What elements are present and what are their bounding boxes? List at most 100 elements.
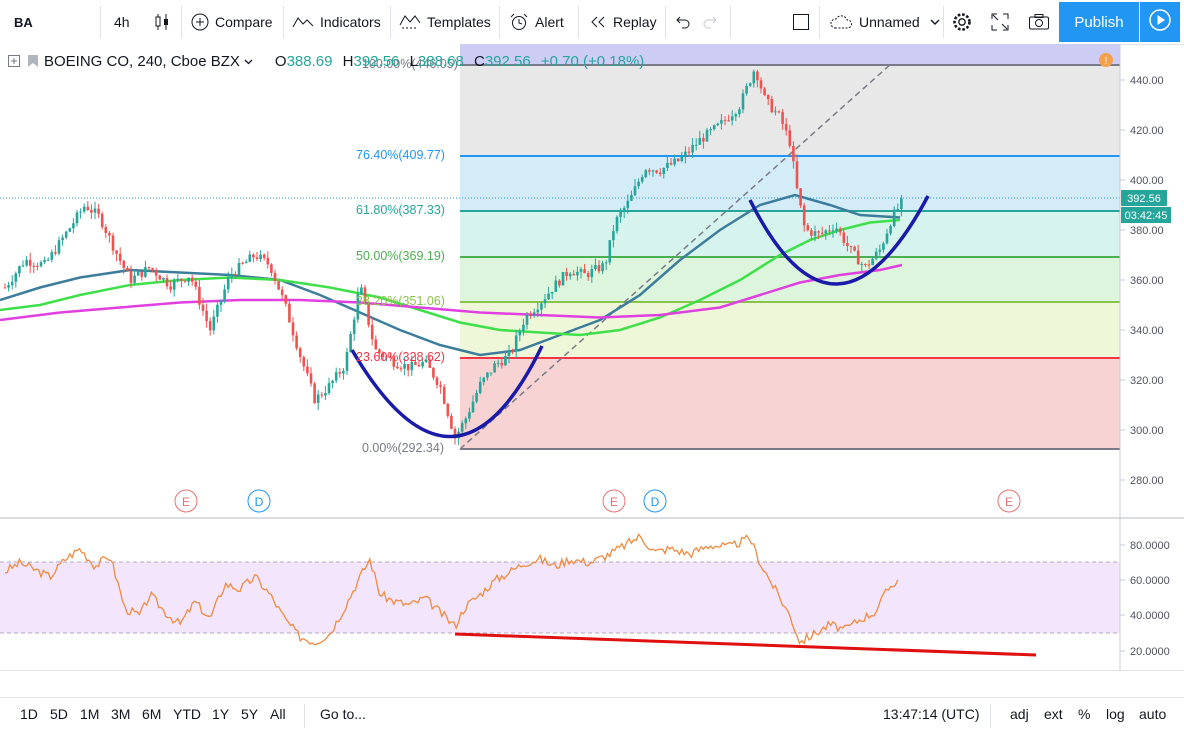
candle-body [424, 359, 428, 362]
templates-label: Templates [427, 14, 491, 30]
range-5d-button[interactable]: 5D [50, 706, 68, 722]
redo-icon [702, 13, 720, 31]
goto-button[interactable]: Go to... [320, 706, 366, 722]
candle-body [550, 291, 554, 294]
event-marker[interactable] [174, 489, 198, 513]
price-tick-label: 380.00 [1130, 225, 1164, 237]
range-3m-button[interactable]: 3M [111, 706, 131, 722]
candle-body [176, 278, 180, 281]
range-5y-button[interactable]: 5Y [241, 706, 259, 722]
candle-body [208, 321, 212, 331]
candle-body [147, 267, 151, 269]
rsi-divergence-line[interactable] [454, 632, 1037, 657]
layout-name-dropdown[interactable]: Unnamed [829, 6, 940, 38]
candle-body [331, 380, 334, 384]
top-toolbar: BA 4h Compare Indicators Templates Alert… [0, 0, 1184, 45]
expand-icon[interactable] [8, 55, 20, 67]
candle-body [514, 335, 518, 352]
event-marker-label: D [255, 495, 264, 509]
chart-legend[interactable]: BOEING CO, 240, Cboe BZX O388.69 H392.56… [8, 50, 650, 72]
candle-body [360, 287, 363, 295]
candle-body [252, 254, 255, 258]
clock-text[interactable]: 13:47:14 (UTC) [883, 706, 980, 722]
event-marker[interactable] [602, 489, 626, 513]
candle-body [172, 280, 176, 290]
candle-body [615, 216, 619, 232]
chart-type-button[interactable] [153, 6, 177, 38]
chart-canvas[interactable]: ! E D E D E 440.00 420.00 400.00 380.00 360.00 34… [0, 44, 1184, 691]
range-1y-button[interactable]: 1Y [212, 706, 230, 722]
candle-body [658, 172, 662, 174]
candle-body [72, 223, 75, 229]
chart-area[interactable]: ! E D E D E 440.00 420.00 400.00 380.00 360.00 34… [0, 44, 1184, 691]
redo-button[interactable] [702, 6, 726, 38]
cloud-icon [829, 14, 853, 30]
ma-line-magenta[interactable] [0, 263, 903, 322]
candle-body [874, 251, 878, 259]
chevron-down-icon[interactable] [244, 57, 253, 66]
candle-body [374, 339, 378, 350]
square-icon [792, 13, 810, 31]
candle-body [183, 280, 187, 282]
adj-toggle[interactable]: adj [1010, 706, 1029, 722]
event-marker[interactable] [247, 489, 271, 513]
log-toggle[interactable]: log [1106, 706, 1125, 722]
candle-body [262, 254, 266, 258]
rsi-axis[interactable]: 80.0000 60.0000 40.0000 20.0000 [1120, 540, 1170, 658]
candle-body [637, 181, 640, 187]
candle-body [68, 228, 72, 232]
cup-drawing-left[interactable] [350, 345, 544, 439]
candle-body [468, 412, 471, 419]
candle-body [378, 349, 381, 354]
templates-button[interactable]: Templates [399, 6, 491, 38]
candle-body [234, 274, 237, 276]
candlestick-series[interactable] [3, 69, 903, 446]
candle-body [273, 272, 277, 281]
compare-button[interactable]: Compare [191, 6, 273, 38]
replay-button[interactable]: Replay [589, 6, 657, 38]
range-1m-button[interactable]: 1M [80, 706, 100, 722]
undo-button[interactable] [673, 6, 697, 38]
range-all-button[interactable]: All [270, 706, 286, 722]
range-1d-button[interactable]: 1D [20, 706, 38, 722]
candle-body [835, 228, 838, 231]
auto-toggle[interactable]: auto [1139, 706, 1167, 722]
candle-body [223, 289, 226, 301]
range-ytd-button[interactable]: YTD [173, 706, 201, 722]
ext-toggle[interactable]: ext [1044, 706, 1063, 722]
alert-button[interactable]: Alert [509, 6, 564, 38]
candle-body [284, 295, 288, 304]
candle-body [342, 370, 345, 374]
candle-body [878, 249, 882, 252]
event-marker[interactable] [997, 489, 1021, 513]
candle-body [82, 206, 86, 212]
candle-body [712, 125, 716, 130]
fullscreen-button[interactable] [990, 6, 1016, 38]
rsi-line[interactable] [4, 533, 899, 646]
event-marker[interactable] [643, 489, 667, 513]
candle-body [43, 260, 46, 263]
ma-line-blue[interactable] [0, 193, 901, 357]
alert-marker-icon[interactable] [1099, 53, 1113, 67]
settings-button[interactable] [951, 6, 979, 38]
play-button[interactable] [1140, 2, 1180, 42]
symbol-search[interactable]: BA [14, 6, 33, 38]
candle-body [111, 235, 115, 251]
layout-button[interactable] [792, 6, 816, 38]
candle-body [612, 231, 615, 241]
candle-body [806, 225, 810, 231]
interval-button[interactable]: 4h [114, 6, 130, 38]
price-axis[interactable]: 440.00 420.00 400.00 380.00 360.00 340.00 320.… [1120, 75, 1164, 487]
indicators-button[interactable]: Indicators [292, 6, 381, 38]
divider [181, 6, 182, 38]
candle-body [129, 270, 133, 283]
candle-body [788, 130, 792, 147]
price-tick-label: 400.00 [1130, 175, 1164, 187]
fib-trend-line[interactable] [459, 62, 893, 450]
percent-toggle[interactable]: % [1078, 706, 1091, 722]
range-6m-button[interactable]: 6M [142, 706, 162, 722]
publish-button[interactable]: Publish [1059, 2, 1139, 42]
snapshot-button[interactable] [1028, 6, 1056, 38]
divider [499, 6, 500, 38]
cup-drawing-right[interactable] [748, 195, 930, 286]
